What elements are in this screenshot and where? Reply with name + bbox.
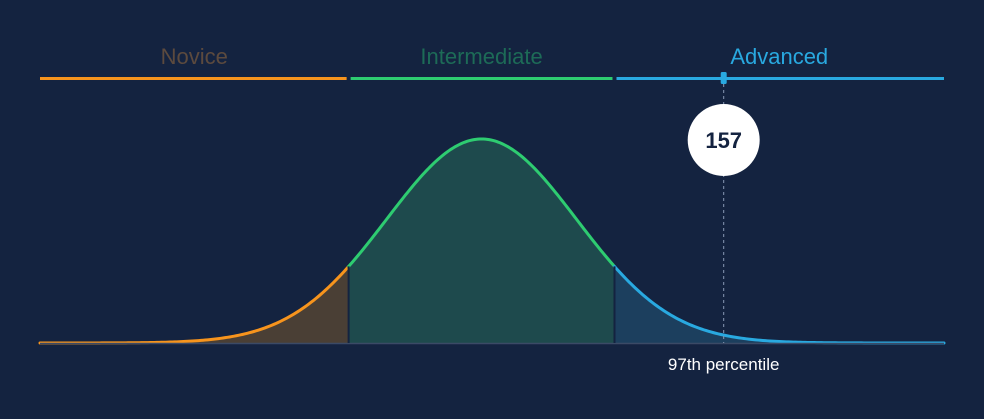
band-label-intermediate: Intermediate [420, 44, 542, 69]
band-curve-intermediate [347, 137, 616, 268]
band-area-novice [40, 266, 349, 343]
score-bubble [687, 104, 760, 176]
marker-tick [720, 72, 727, 84]
band-area-intermediate [348, 139, 615, 343]
band-area-advanced [614, 266, 944, 343]
score-label: 157 [705, 128, 742, 153]
band-label-novice: Novice [161, 44, 228, 69]
score-marker: 157 97th percentile [668, 72, 780, 374]
band-label-advanced: Advanced [730, 44, 828, 69]
band-areas [40, 139, 944, 343]
percentile-label: 97th percentile [668, 355, 780, 374]
band-labels: Novice Intermediate Advanced [161, 44, 828, 69]
band-dividers [347, 266, 616, 343]
